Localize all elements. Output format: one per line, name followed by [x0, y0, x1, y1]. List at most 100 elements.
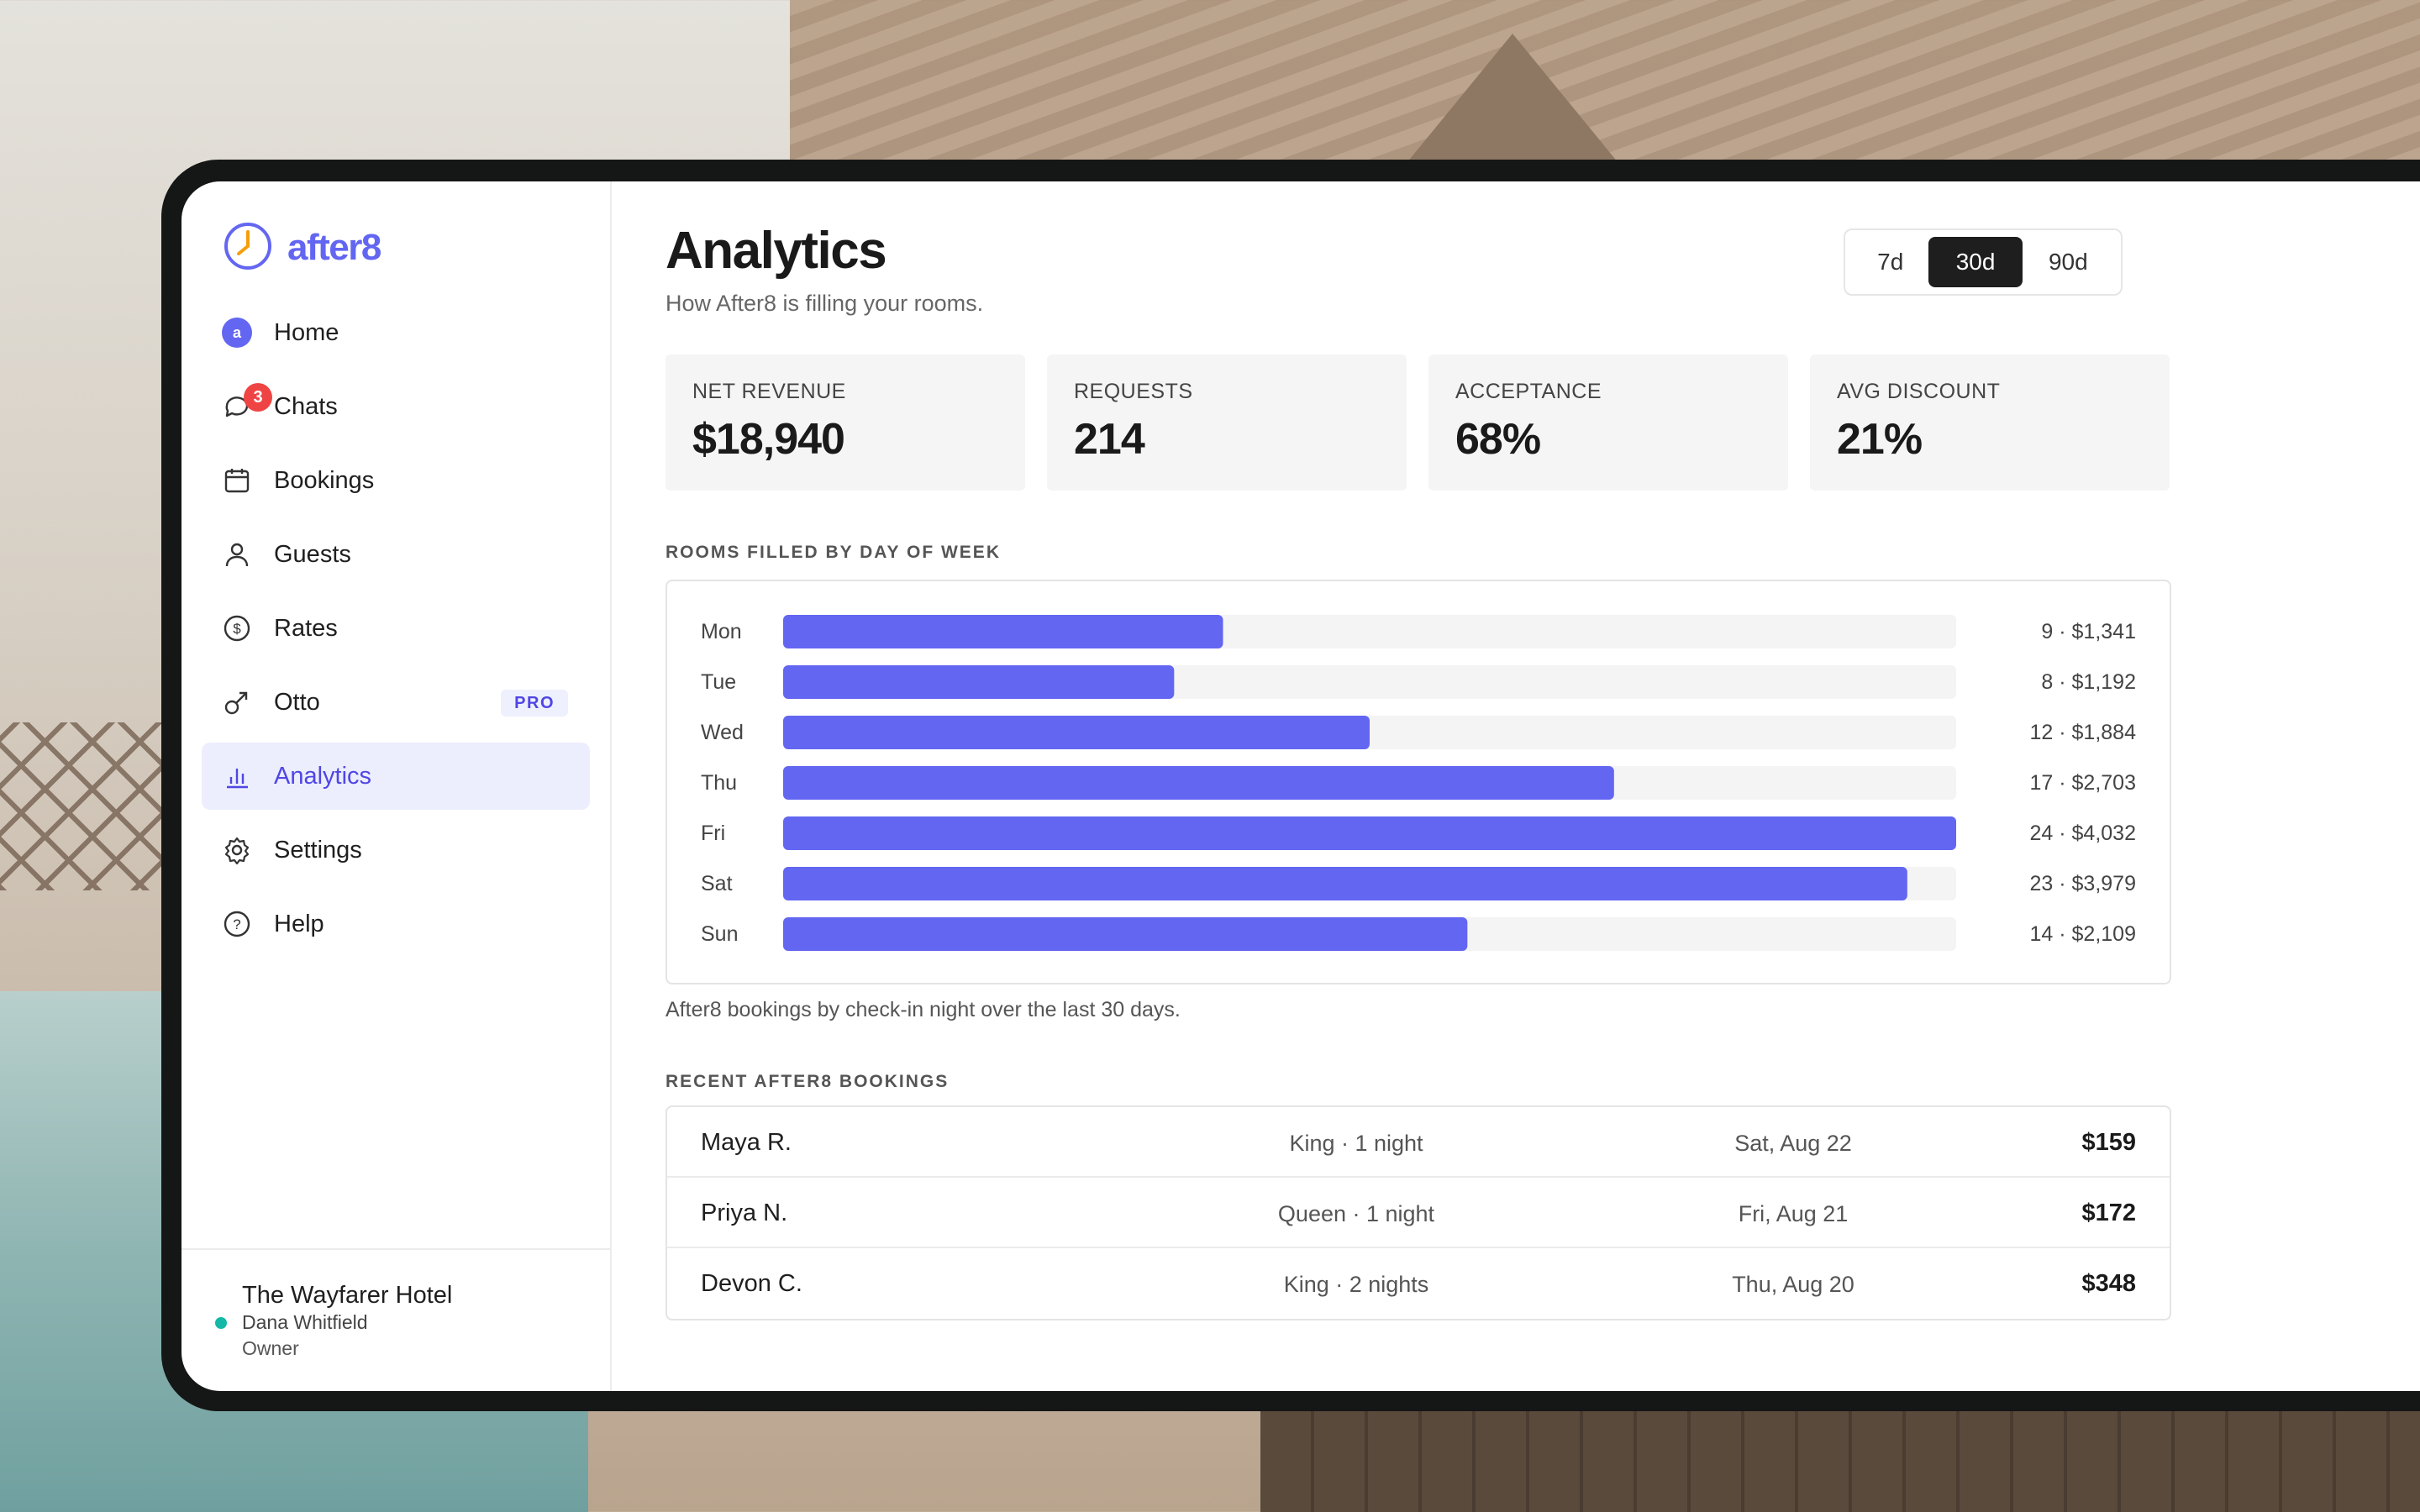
- bar[interactable]: [783, 615, 1223, 648]
- stat-label: ACCEPTANCE: [1455, 380, 1602, 403]
- page-title: Analytics: [666, 222, 887, 280]
- day-label: Sat: [701, 872, 733, 895]
- day-label: Sun: [701, 922, 738, 946]
- bar[interactable]: [783, 665, 1175, 699]
- room-info: King · 1 night: [1289, 1131, 1423, 1156]
- gear-icon: [222, 835, 252, 865]
- app-window: after8 a Home 3 Chats Bookings: [182, 181, 2420, 1391]
- booking-date: Fri, Aug 21: [1738, 1201, 1849, 1226]
- sidebar-item-label: Help: [274, 910, 324, 937]
- sidebar-item-label: Otto: [274, 688, 320, 716]
- bar[interactable]: [783, 816, 1956, 850]
- stat-card-avg-discount: AVG DISCOUNT 21%: [1810, 354, 2170, 491]
- avatar-icon: a: [222, 318, 252, 348]
- sidebar-nav: a Home 3 Chats Bookings: [202, 299, 590, 958]
- brand-logo[interactable]: after8: [202, 217, 590, 277]
- help-circle-icon: ?: [222, 909, 252, 939]
- guest-name: Devon C.: [701, 1270, 802, 1297]
- booking-amount: $159: [2081, 1129, 2136, 1156]
- sidebar-item-bookings[interactable]: Bookings: [202, 447, 590, 514]
- sidebar-item-label: Home: [274, 318, 339, 346]
- range-30d-button[interactable]: 30d: [1928, 237, 2023, 287]
- rooms-chart-card: Mon 9 · $1,341 Tue 8 · $1,192 Wed 12 · $1,884…: [666, 580, 2171, 984]
- day-label: Mon: [701, 620, 742, 643]
- account-footer[interactable]: The Wayfarer Hotel Dana Whitfield Owner: [182, 1248, 610, 1391]
- sidebar-item-help[interactable]: ? Help: [202, 890, 590, 958]
- range-7d-button[interactable]: 7d: [1877, 249, 1904, 275]
- pro-badge: PRO: [501, 690, 568, 717]
- table-row[interactable]: Devon C. King · 2 nights Thu, Aug 20 $34…: [667, 1248, 2170, 1319]
- bar[interactable]: [783, 766, 1614, 800]
- rooms-section-title: ROOMS FILLED BY DAY OF WEEK: [666, 543, 1001, 562]
- bar-value-label: 17 · $2,703: [2030, 771, 2137, 795]
- chart-caption: After8 bookings by check-in night over t…: [666, 998, 1181, 1021]
- sidebar-item-rates[interactable]: $ Rates: [202, 595, 590, 662]
- date-range-selector: 7d 30d 90d: [1844, 228, 2123, 296]
- calendar-icon: [222, 465, 252, 496]
- day-label: Fri: [701, 822, 725, 845]
- sidebar-item-chats[interactable]: 3 Chats: [202, 373, 590, 440]
- online-status-dot: [215, 1317, 227, 1329]
- table-row[interactable]: Maya R. King · 1 night Sat, Aug 22 $159: [667, 1107, 2170, 1178]
- sidebar-item-home[interactable]: a Home: [202, 299, 590, 366]
- otto-arrow-icon: [222, 687, 252, 717]
- clock-logo-icon: [224, 223, 271, 270]
- sidebar-item-settings[interactable]: Settings: [202, 816, 590, 884]
- rooms-by-day-chart: Mon 9 · $1,341 Tue 8 · $1,192 Wed 12 · $1,884…: [701, 615, 2137, 951]
- chat-bubble-icon: [222, 391, 252, 422]
- table-row[interactable]: Priya N. Queen · 1 night Fri, Aug 21 $17…: [667, 1178, 2170, 1248]
- range-90d-button[interactable]: 90d: [2048, 249, 2088, 275]
- background-railing: [0, 722, 185, 890]
- stat-label: NET REVENUE: [692, 380, 846, 403]
- bar[interactable]: [783, 867, 1907, 900]
- day-label: Wed: [701, 721, 744, 744]
- brand-name: after8: [287, 227, 381, 268]
- day-label: Thu: [701, 771, 737, 795]
- stat-card-acceptance: ACCEPTANCE 68%: [1428, 354, 1788, 491]
- bar-value-label: 14 · $2,109: [2030, 922, 2137, 946]
- bar-chart-icon: [222, 761, 252, 791]
- stat-value: $18,940: [692, 415, 845, 464]
- stats-row: NET REVENUE $18,940 REQUESTS 214 ACCEPTA…: [666, 354, 2170, 491]
- unread-badge: 3: [244, 383, 272, 412]
- hotel-name: The Wayfarer Hotel: [242, 1282, 453, 1309]
- bar-value-label: 12 · $1,884: [2030, 721, 2137, 744]
- stat-label: REQUESTS: [1074, 380, 1193, 403]
- sidebar-item-analytics[interactable]: Analytics: [202, 743, 590, 810]
- stat-value: 21%: [1837, 415, 1923, 464]
- owner-name: Dana Whitfield: [242, 1311, 368, 1333]
- owner-role: Owner: [242, 1337, 299, 1359]
- user-icon: [222, 539, 252, 570]
- guest-name: Priya N.: [701, 1200, 788, 1226]
- bar-value-label: 9 · $1,341: [2041, 620, 2136, 643]
- sidebar-item-label: Analytics: [274, 762, 372, 790]
- booking-amount: $172: [2081, 1200, 2136, 1226]
- stat-card-net-revenue: NET REVENUE $18,940: [666, 354, 1025, 491]
- svg-text:?: ?: [233, 916, 240, 932]
- stat-value: 68%: [1455, 415, 1541, 464]
- sidebar-item-label: Bookings: [274, 466, 375, 494]
- sidebar: after8 a Home 3 Chats Bookings: [182, 181, 612, 1391]
- sidebar-item-label: Rates: [274, 614, 338, 642]
- stat-label: AVG DISCOUNT: [1837, 380, 2001, 403]
- bookings-section-title: RECENT AFTER8 BOOKINGS: [666, 1072, 950, 1091]
- bar[interactable]: [783, 716, 1370, 749]
- sidebar-item-label: Chats: [274, 392, 338, 420]
- svg-text:$: $: [233, 621, 241, 637]
- bar-value-label: 8 · $1,192: [2041, 670, 2136, 694]
- sidebar-item-label: Guests: [274, 540, 351, 568]
- guest-name: Maya R.: [701, 1129, 792, 1156]
- stat-value: 214: [1074, 415, 1145, 464]
- bar[interactable]: [783, 917, 1468, 951]
- dollar-circle-icon: $: [222, 613, 252, 643]
- main-content: Analytics How After8 is filling your roo…: [612, 181, 2420, 1391]
- day-label: Tue: [701, 670, 736, 694]
- sidebar-item-guests[interactable]: Guests: [202, 521, 590, 588]
- stat-card-requests: REQUESTS 214: [1047, 354, 1407, 491]
- room-info: King · 2 nights: [1283, 1272, 1429, 1297]
- recent-bookings-table: Maya R. King · 1 night Sat, Aug 22 $159 …: [666, 1105, 2171, 1320]
- sidebar-item-otto[interactable]: Otto PRO: [202, 669, 590, 736]
- page-subtitle: How After8 is filling your rooms.: [666, 291, 984, 316]
- booking-amount: $348: [2081, 1270, 2136, 1297]
- bar-value-label: 24 · $4,032: [2030, 822, 2137, 845]
